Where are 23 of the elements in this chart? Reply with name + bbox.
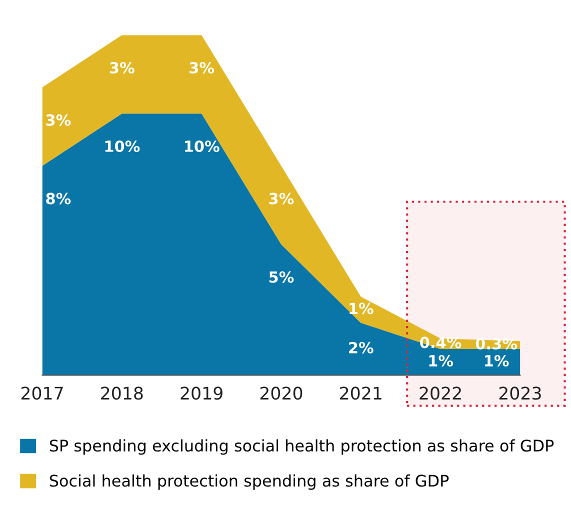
- x-tick-label: 2021: [340, 386, 382, 400]
- data-label: 1%: [485, 354, 509, 367]
- legend-label: Social health protection spending as share of GDP: [50, 474, 449, 490]
- data-label: 0.4%: [420, 336, 462, 348]
- x-tick-label: 2019: [180, 386, 222, 400]
- x-tick-label: 2023: [499, 386, 541, 400]
- x-tick-label: 2022: [420, 386, 461, 400]
- data-label: 10%: [185, 140, 220, 152]
- x-tick-label: 2020: [260, 386, 302, 400]
- x-tick-label: 2018: [101, 386, 143, 400]
- data-label: 3%: [190, 62, 214, 74]
- data-label: 2%: [349, 342, 374, 354]
- data-label: 10%: [105, 140, 140, 152]
- data-label: 3%: [269, 192, 294, 204]
- x-tick-label: 2017: [21, 386, 63, 400]
- data-label: 8%: [46, 192, 71, 204]
- data-label: 1%: [429, 354, 454, 367]
- data-label: 3%: [46, 114, 71, 126]
- data-label: 1%: [350, 302, 374, 314]
- legend-label: SP spending excluding social health protection as share of GDP: [50, 439, 554, 455]
- data-label: 3%: [110, 62, 134, 74]
- data-label: 0.3%: [476, 338, 517, 350]
- data-label: 5%: [269, 271, 294, 283]
